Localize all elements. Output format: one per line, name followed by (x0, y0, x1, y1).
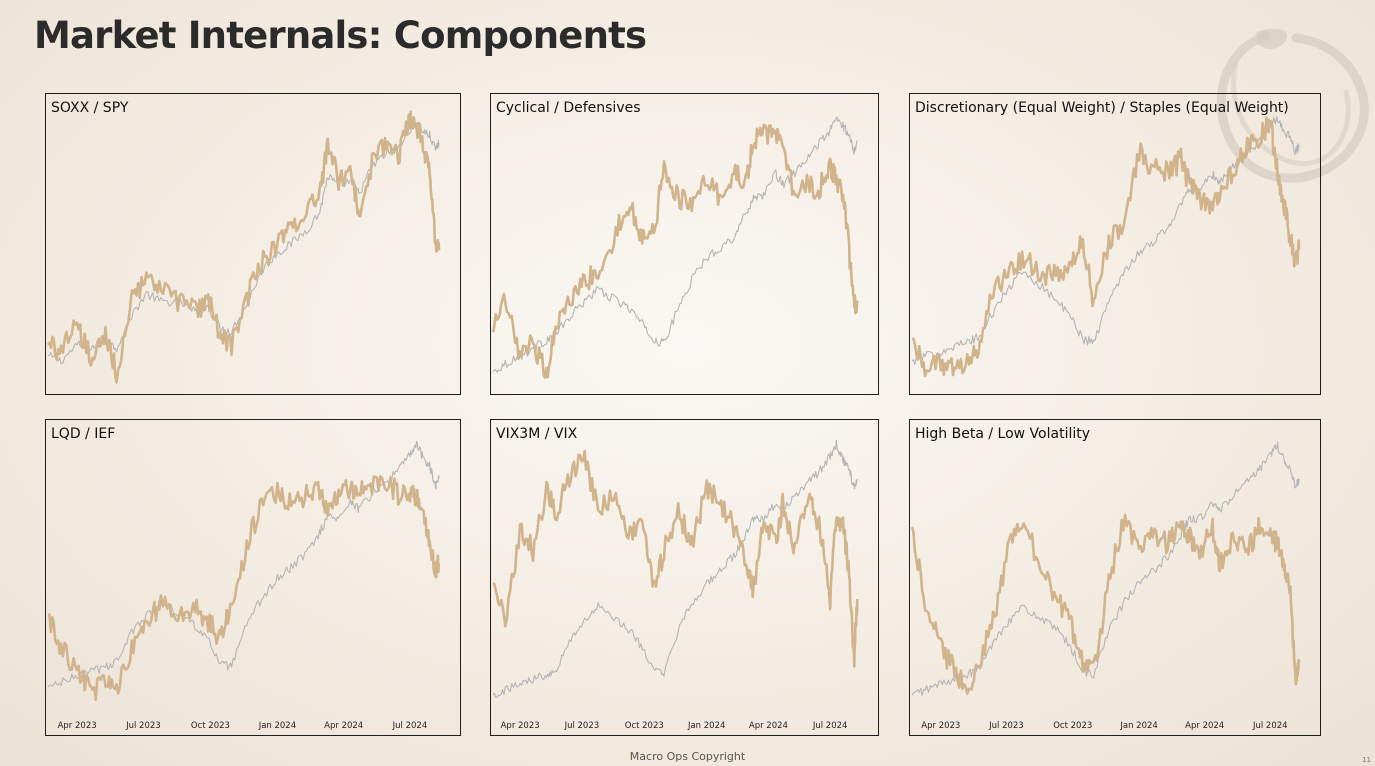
benchmark-series-line (492, 439, 858, 698)
benchmark-series-line (492, 116, 858, 373)
x-tick-label: Jul 2023 (125, 721, 161, 731)
chart-plot-area (46, 110, 441, 384)
chart-panel-soxx-spy: SOXX / SPY (45, 93, 461, 395)
benchmark-series-line (47, 440, 440, 688)
x-tick-label: Jul 2023 (988, 721, 1024, 731)
chart-panel-discretionary-staples: Discretionary (Equal Weight) / Staples (… (909, 93, 1321, 395)
chart-plot-area: Apr 2023 Jul 2023 Oct 2023 Jan 2024 Apr 2024… (910, 441, 1301, 731)
x-tick-label: Oct 2023 (1053, 721, 1092, 731)
chart-panel-lqd-ief: Apr 2023 Jul 2023 Oct 2023 Jan 2024 Apr 2024… (45, 419, 461, 736)
x-tick-label: Jan 2024 (258, 721, 296, 731)
chart-panel-cyclical-defensives: Cyclical / Defensives (490, 93, 879, 395)
ratio-series-line (911, 116, 1301, 378)
chart-plot-area: Apr 2023 Jul 2023 Oct 2023 Jan 2024 Apr 2024… (492, 439, 859, 731)
x-tick-label: Apr 2024 (324, 721, 363, 731)
x-tick-label: Jul 2024 (812, 721, 848, 731)
ratio-series-line (491, 123, 859, 379)
x-tick-label: Apr 2023 (921, 721, 960, 731)
x-tick-label: Oct 2023 (191, 721, 230, 731)
ratio-series-line (46, 110, 441, 384)
chart-title: SOXX / SPY (51, 100, 129, 116)
chart-title: Discretionary (Equal Weight) / Staples (… (915, 100, 1289, 116)
ratio-series-line (47, 475, 440, 701)
page-number: 11 (1362, 756, 1371, 764)
x-tick-label: Apr 2024 (1185, 721, 1224, 731)
chart-plot-area (911, 116, 1301, 378)
benchmark-series-line (911, 441, 1300, 697)
footer-copyright: Macro Ops Copyright (629, 750, 746, 763)
chart-title: Cyclical / Defensives (496, 100, 641, 116)
chart-panel-vix3m-vix: Apr 2023 Jul 2023 Oct 2023 Jan 2024 Apr 2024… (490, 419, 879, 736)
page-title: Market Internals: Components (34, 14, 647, 57)
x-tick-label: Jul 2024 (1252, 721, 1288, 731)
x-tick-label: Jul 2023 (564, 721, 600, 731)
chart-title: VIX3M / VIX (496, 426, 578, 442)
x-tick-label: Jul 2024 (392, 721, 428, 731)
chart-panel-high-beta-low-vol: Apr 2023 Jul 2023 Oct 2023 Jan 2024 Apr 2024… (909, 419, 1321, 736)
chart-plot-area (491, 116, 859, 379)
x-tick-label: Jan 2024 (687, 721, 725, 731)
chart-plot-area: Apr 2023 Jul 2023 Oct 2023 Jan 2024 Apr 2024… (47, 440, 440, 731)
x-tick-label: Apr 2023 (58, 721, 97, 731)
x-tick-label: Oct 2023 (625, 721, 664, 731)
chart-title: LQD / IEF (51, 426, 116, 442)
ouroboros-logo-icon (1216, 28, 1369, 183)
ratio-series-line (910, 513, 1301, 695)
ratio-series-line (492, 449, 859, 668)
x-tick-label: Apr 2023 (501, 721, 540, 731)
x-tick-label: Apr 2024 (749, 721, 788, 731)
x-tick-label: Jan 2024 (1119, 721, 1157, 731)
chart-title: High Beta / Low Volatility (915, 426, 1091, 442)
